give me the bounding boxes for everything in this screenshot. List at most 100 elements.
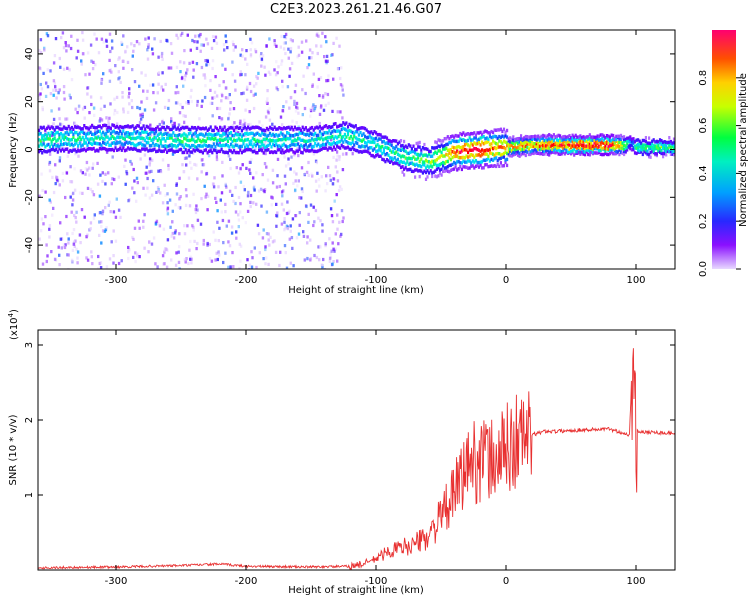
heatmap-ridge-cell [434, 159, 437, 163]
heatmap-ridge-cell [392, 157, 395, 161]
heatmap-speckle [63, 97, 66, 101]
heatmap-ridge-cell [596, 145, 599, 150]
heatmap-ridge-cell [289, 127, 292, 131]
heatmap-ridge-cell [365, 136, 368, 140]
heatmap-ridge-cell [339, 123, 342, 128]
heatmap-ridge-cell [376, 133, 379, 137]
heatmap-ridge-cell [417, 145, 420, 149]
heatmap-speckle [284, 164, 288, 168]
heatmap-speckle [326, 92, 330, 97]
heatmap-speckle [38, 97, 41, 101]
heatmap-speckle [231, 60, 234, 64]
heatmap-ridge-cell [672, 149, 675, 153]
heatmap-ridge-cell [594, 135, 598, 140]
heatmap-speckle [86, 168, 89, 172]
heatmap-ridge-cell [534, 150, 537, 155]
heatmap-speckle [91, 67, 95, 71]
heatmap-ridge-cell [301, 138, 304, 142]
heatmap-ridge-cell [339, 132, 342, 137]
heatmap-ridge-cell [440, 153, 443, 158]
heatmap-speckle [183, 224, 186, 228]
heatmap-ridge-cell [529, 142, 532, 146]
heatmap-ridge-cell [229, 137, 233, 141]
heatmap-ridge-cell [662, 151, 665, 156]
heatmap-ridge-cell [315, 144, 318, 148]
heatmap-ridge-cell [172, 126, 175, 130]
heatmap-ridge-cell [470, 131, 473, 136]
heatmap-ridge-cell [103, 141, 106, 145]
heatmap-ridge-cell [92, 132, 95, 137]
heatmap-speckle [65, 214, 68, 219]
heatmap-ridge-cell [158, 132, 161, 136]
heatmap-ridge-cell [156, 138, 159, 143]
heatmap-ridge-cell [496, 142, 499, 146]
heatmap-ridge-cell [410, 149, 413, 154]
heatmap-ridge-cell [70, 130, 73, 134]
heatmap-ridge-cell [282, 136, 286, 141]
heatmap-ridge-cell [545, 146, 548, 150]
heatmap-ridge-cell [552, 150, 555, 155]
heatmap-speckle [286, 85, 290, 89]
heatmap-ridge-cell [548, 137, 551, 141]
heatmap-ridge-cell [91, 123, 94, 128]
heatmap-speckle [143, 153, 147, 157]
heatmap-speckle [244, 73, 247, 77]
heatmap-speckle [280, 222, 284, 226]
heatmap-ridge-cell [184, 148, 187, 152]
heatmap-speckle [54, 85, 57, 89]
heatmap-ridge-cell [139, 136, 142, 141]
heatmap-ridge-cell [470, 153, 473, 157]
heatmap-ridge-cell [286, 148, 289, 153]
heatmap-ridge-cell [187, 132, 190, 136]
heatmap-speckle [138, 255, 141, 259]
heatmap-ridge-cell [133, 143, 136, 147]
heatmap-ridge-cell [660, 144, 663, 149]
heatmap-ridge-cell [424, 153, 428, 157]
heatmap-ridge-cell [669, 139, 672, 144]
heatmap-ridge-cell [501, 152, 504, 157]
heatmap-speckle [285, 224, 289, 228]
heatmap-speckle [117, 208, 121, 212]
heatmap-speckle [292, 264, 295, 268]
heatmap-ridge-cell [451, 134, 454, 138]
heatmap-ridge-cell [267, 127, 270, 132]
heatmap-ridge-cell [214, 133, 217, 137]
heatmap-ridge-cell [663, 148, 666, 152]
heatmap-speckle [325, 40, 328, 44]
heatmap-ridge-cell [225, 143, 228, 147]
heatmap-ridge-cell [537, 151, 540, 155]
heatmap-speckle [304, 172, 307, 176]
heatmap-ridge-cell [150, 130, 153, 134]
heatmap-ridge-cell [306, 148, 309, 153]
snr-frame [37, 329, 676, 571]
heatmap-ridge-cell [106, 125, 109, 130]
heatmap-speckle [340, 209, 344, 213]
heatmap-ridge-cell [278, 138, 281, 142]
heatmap-ridge-cell [292, 128, 295, 132]
heatmap-speckle [301, 113, 304, 117]
heatmap-ridge-cell [496, 151, 499, 156]
heatmap-speckle [54, 37, 58, 41]
heatmap-ridge-cell [437, 166, 440, 170]
heatmap-ridge-cell [38, 138, 41, 142]
heatmap-speckle [279, 115, 283, 119]
heatmap-ridge-cell [94, 136, 97, 140]
heatmap-ridge-cell [453, 160, 456, 165]
heatmap-ridge-cell [428, 152, 431, 157]
heatmap-speckle [83, 215, 86, 219]
heatmap-ridge-cell [524, 153, 527, 158]
heatmap-ridge-cell [133, 146, 136, 151]
heatmap-speckle [69, 96, 72, 100]
heatmap-speckle [263, 188, 267, 192]
heatmap-ridge-cell [204, 139, 208, 143]
heatmap-speckle [92, 162, 95, 166]
heatmap-ridge-cell [476, 163, 479, 168]
heatmap-ridge-cell [479, 149, 482, 154]
heatmap-ridge-cell [292, 150, 295, 154]
heatmap-speckle [39, 92, 42, 96]
heatmap-speckle [204, 84, 207, 88]
heatmap-ridge-cell [593, 145, 596, 149]
heatmap-speckle [259, 187, 263, 191]
heatmap-speckle [160, 51, 164, 56]
heatmap-ridge-cell [463, 147, 467, 152]
